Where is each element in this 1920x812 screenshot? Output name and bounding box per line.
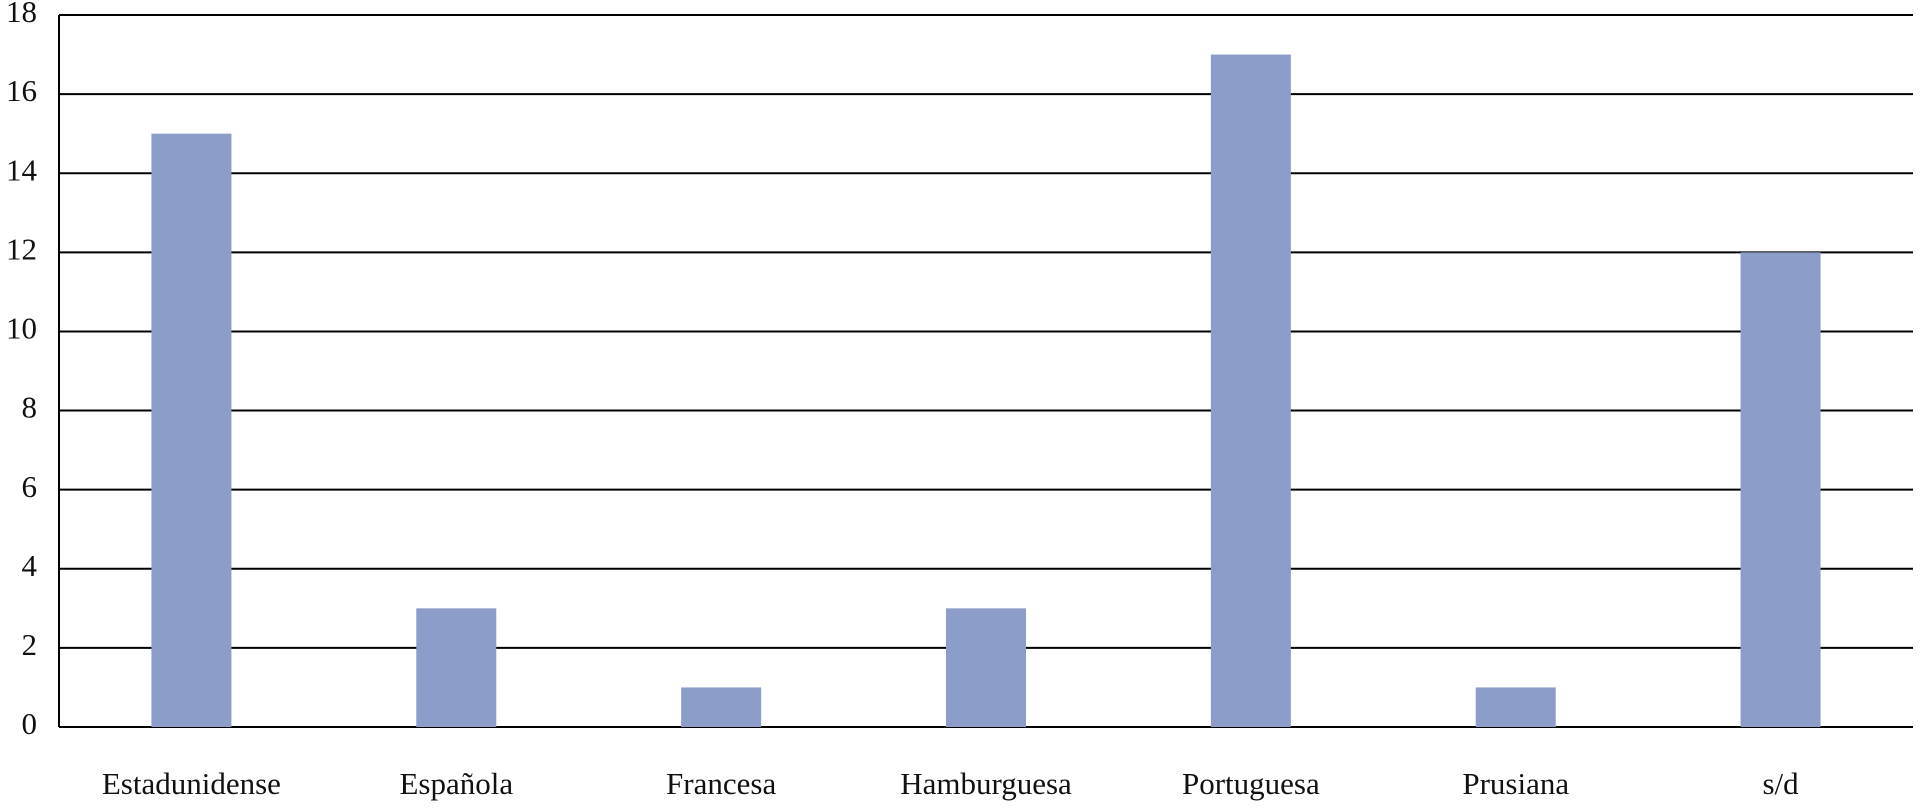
x-tick-label: s/d: [1762, 766, 1799, 801]
x-tick-label: Portuguesa: [1182, 766, 1320, 801]
bar: [946, 608, 1026, 727]
bar: [1740, 252, 1821, 728]
y-tick-label: 6: [22, 469, 38, 504]
bar: [1475, 687, 1556, 727]
y-tick-label: 10: [6, 311, 37, 346]
bar: [1210, 54, 1291, 728]
y-tick-label: 14: [6, 152, 38, 187]
y-tick-label: 4: [22, 548, 38, 583]
y-tick-label: 8: [22, 390, 38, 425]
x-tick-label: Hamburguesa: [900, 766, 1072, 801]
x-tick-label: Española: [399, 766, 513, 801]
bar: [681, 687, 762, 727]
bar: [416, 608, 497, 727]
y-tick-label: 18: [6, 0, 37, 29]
x-tick-label: Francesa: [666, 766, 776, 801]
y-tick-label: 2: [22, 627, 38, 662]
y-tick-label: 16: [6, 73, 37, 108]
x-tick-label: Prusiana: [1462, 766, 1569, 801]
y-tick-label: 0: [22, 706, 38, 741]
bar: [151, 133, 232, 727]
y-tick-label: 12: [6, 231, 37, 266]
x-tick-label: Estadunidense: [102, 766, 281, 801]
